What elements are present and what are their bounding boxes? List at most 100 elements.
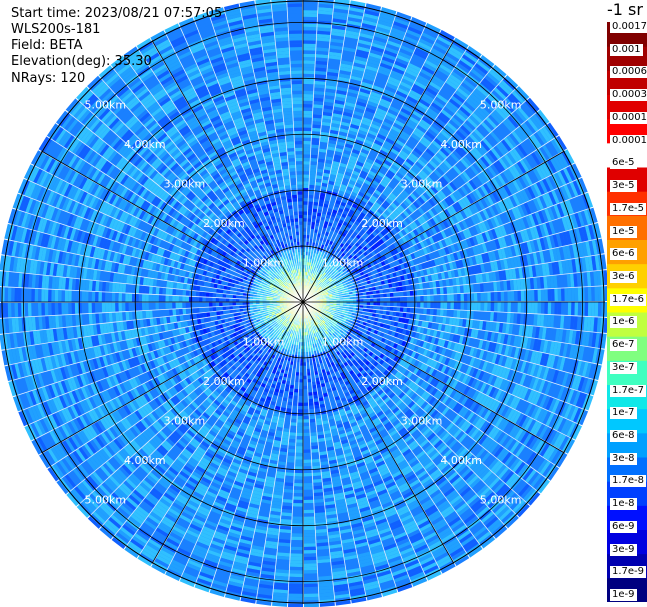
range-gate-cell [303,184,309,188]
range-gate-cell [303,151,311,155]
range-gate-cell [312,384,317,389]
range-gate-cell [317,209,323,214]
range-gate-cell [332,18,347,24]
range-gate-cell [370,91,382,99]
range-gate-cell [340,159,349,165]
range-gate-cell [316,33,331,39]
range-gate-cell [329,48,343,54]
range-gate-cell [329,129,339,135]
range-gate-cell [313,97,324,102]
range-gate-cell [313,232,318,237]
range-gate-cell [453,309,458,318]
range-gate-cell [313,270,317,275]
range-gate-cell [345,168,354,174]
range-gate-cell [309,425,317,430]
range-gate-cell [317,161,325,166]
range-gate-cell [311,218,316,223]
range-gate-cell [412,110,423,119]
range-gate-cell [339,216,346,222]
range-gate-cell [447,302,451,310]
range-gate-cell [352,170,360,177]
range-gate-cell [310,276,313,280]
range-gate-cell [423,289,427,296]
range-gate-cell [385,156,394,164]
range-gate-cell [407,118,418,128]
range-gate-cell [374,158,384,166]
range-gate-cell [346,95,358,101]
range-gate-cell [331,28,346,34]
range-gate-cell [420,295,424,302]
range-gate-cell [314,225,319,230]
range-gate-cell [307,211,313,216]
range-gate-cell [348,13,363,20]
range-gate-cell [368,185,376,192]
range-gate-cell [330,195,337,200]
range-gate-cell [303,174,310,178]
range-gate-cell [303,147,311,152]
range-gate-cell [314,404,320,409]
range-gate-cell [336,89,347,96]
range-gate-cell [574,287,579,302]
range-gate-cell [397,87,409,96]
range-gate-cell [384,85,397,94]
range-gate-cell [356,46,370,53]
range-gate-cell [303,90,314,95]
range-gate-cell [385,137,395,145]
range-gate-cell [453,302,458,310]
range-gate-cell [341,53,355,59]
range-gate-cell [360,170,369,177]
range-gate-cell [415,104,427,114]
range-gate-cell [323,169,331,174]
range-gate-cell [306,228,311,232]
range-gate-cell [430,78,443,88]
range-gate-cell [419,38,434,48]
range-gate-cell [541,302,545,314]
range-gate-cell [376,72,389,80]
range-gate-cell [411,16,427,26]
range-gate-cell [309,178,316,182]
range-gate-cell [325,254,330,259]
range-gate-cell [404,35,419,45]
range-gate-cell [361,145,371,152]
range-gate-cell [443,55,458,66]
range-gate-cell [361,23,376,30]
range-gate-cell [382,143,392,151]
range-gate-cell [303,248,306,252]
range-gate-cell [308,248,312,253]
range-gate-cell [390,297,394,302]
range-gate-cell [303,208,308,212]
range-gate-cell [325,159,333,165]
range-gate-cell [316,272,320,276]
range-gate-cell [384,115,396,123]
range-gate-cell [327,68,339,74]
range-gate-cell [337,208,344,213]
range-gate-cell [309,171,317,176]
range-gate-cell [354,197,362,203]
range-gate-cell [346,186,354,192]
range-gate-cell [335,147,344,153]
range-gate-cell [336,196,343,202]
range-gate-cell [315,60,328,65]
range-gate-cell [356,206,363,212]
range-gate-cell [337,137,346,143]
range-gate-cell [342,111,353,118]
range-gate-cell [353,167,362,174]
range-gate-cell [389,105,400,114]
range-gate-cell [318,148,327,153]
range-gate-cell [331,116,342,122]
range-gate-cell [446,286,451,294]
range-gate-cell [429,308,434,316]
range-gate-cell [350,120,361,127]
range-gate-cell [356,101,367,108]
range-gate-cell [336,175,343,181]
range-gate-cell [327,146,336,151]
range-gate-cell [318,265,322,270]
range-gate-cell [358,39,372,46]
range-gate-cell [359,32,374,40]
range-gate-cell [358,154,367,161]
range-gate-cell [389,292,394,298]
range-gate-cell [319,138,329,143]
range-gate-cell [363,142,373,149]
range-gate-cell [500,302,505,312]
range-gate-cell [353,142,363,149]
